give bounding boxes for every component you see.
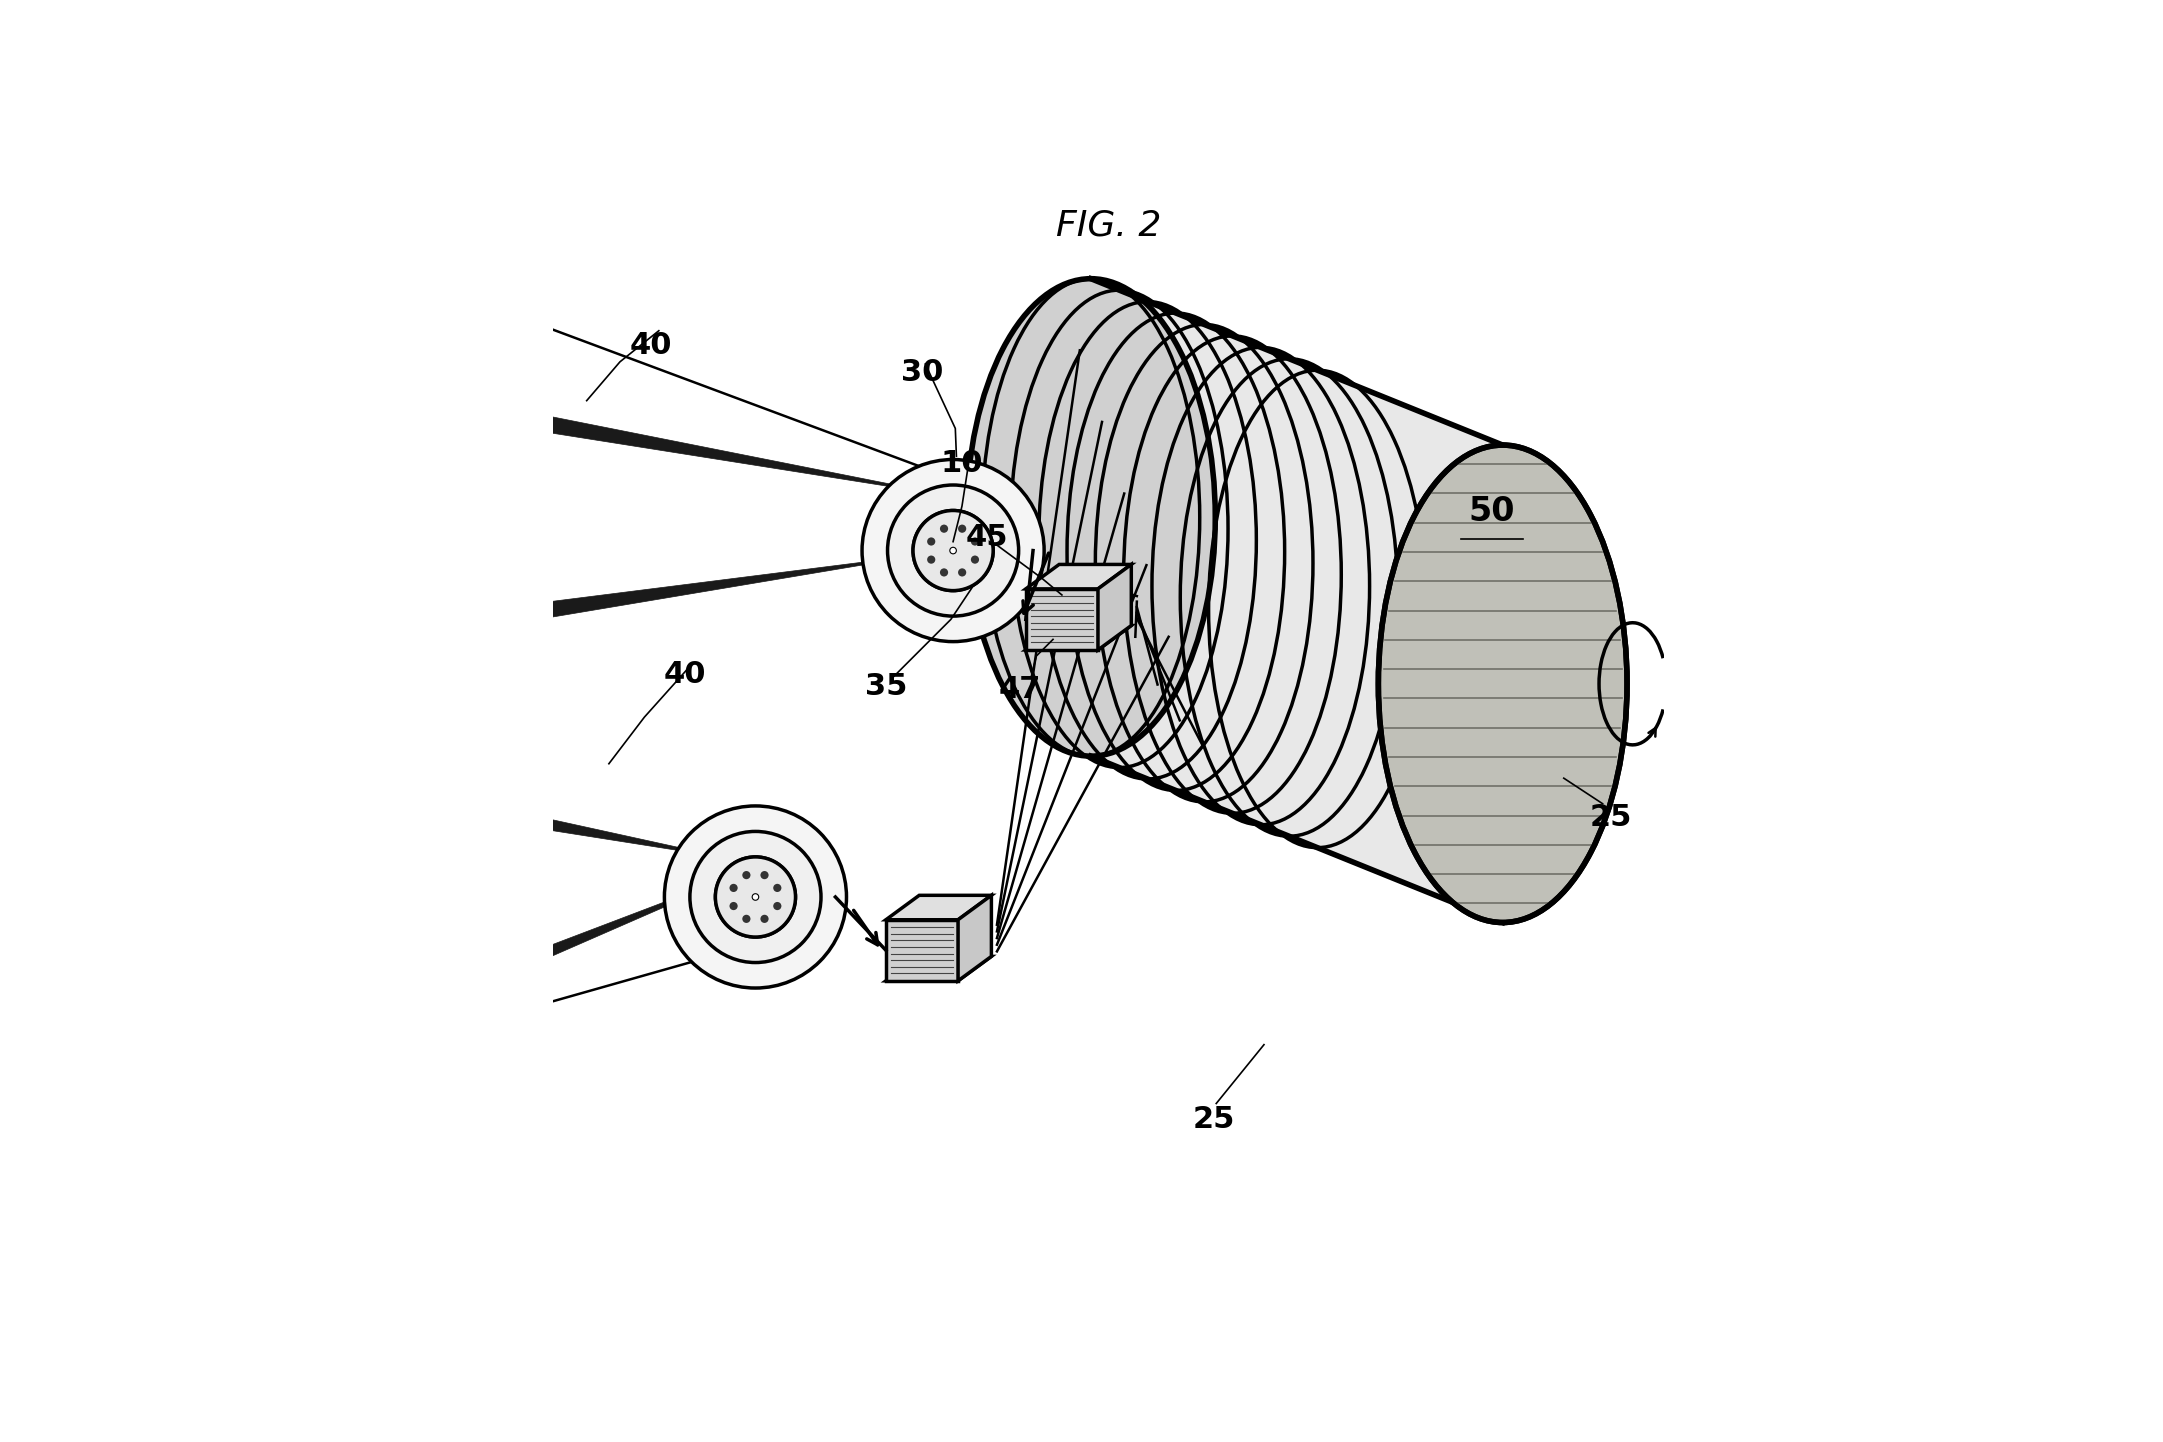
Circle shape (753, 894, 759, 900)
Circle shape (761, 871, 768, 880)
Text: 25: 25 (1590, 803, 1631, 832)
Circle shape (729, 884, 738, 893)
Text: FIG. 2: FIG. 2 (1056, 209, 1162, 242)
Circle shape (863, 460, 1045, 642)
Text: 10: 10 (941, 450, 984, 479)
Circle shape (716, 857, 796, 937)
Text: 40: 40 (629, 330, 673, 359)
Text: 35: 35 (865, 672, 908, 701)
Text: 50: 50 (1469, 495, 1514, 528)
Polygon shape (1025, 564, 1131, 588)
Text: 25: 25 (1192, 1105, 1235, 1133)
Circle shape (941, 525, 947, 532)
Polygon shape (1099, 564, 1131, 650)
Polygon shape (1090, 278, 1503, 923)
Polygon shape (508, 810, 692, 852)
Circle shape (950, 548, 956, 554)
Circle shape (716, 857, 796, 937)
Polygon shape (497, 561, 876, 626)
Polygon shape (958, 895, 991, 981)
Circle shape (729, 901, 738, 910)
Circle shape (971, 538, 980, 545)
Circle shape (887, 485, 1019, 616)
Circle shape (761, 914, 768, 923)
Circle shape (664, 806, 846, 988)
Circle shape (971, 555, 980, 564)
Text: 45: 45 (965, 523, 1008, 552)
Circle shape (928, 555, 934, 564)
Polygon shape (495, 885, 709, 979)
Ellipse shape (1378, 446, 1627, 923)
Ellipse shape (967, 278, 1216, 756)
Circle shape (772, 901, 781, 910)
Circle shape (958, 525, 967, 532)
Circle shape (742, 871, 751, 880)
Text: 30: 30 (900, 359, 943, 388)
Text: 47: 47 (999, 675, 1040, 704)
Polygon shape (887, 895, 991, 920)
Circle shape (913, 510, 993, 591)
Circle shape (913, 510, 993, 591)
Text: 40: 40 (664, 660, 705, 689)
Circle shape (941, 568, 947, 577)
Circle shape (690, 832, 822, 963)
Circle shape (958, 568, 967, 577)
Polygon shape (1025, 588, 1099, 650)
Circle shape (772, 884, 781, 893)
Polygon shape (1025, 626, 1131, 650)
Circle shape (928, 538, 934, 545)
Circle shape (742, 914, 751, 923)
Polygon shape (508, 408, 898, 487)
Polygon shape (887, 920, 958, 981)
Polygon shape (887, 956, 991, 981)
